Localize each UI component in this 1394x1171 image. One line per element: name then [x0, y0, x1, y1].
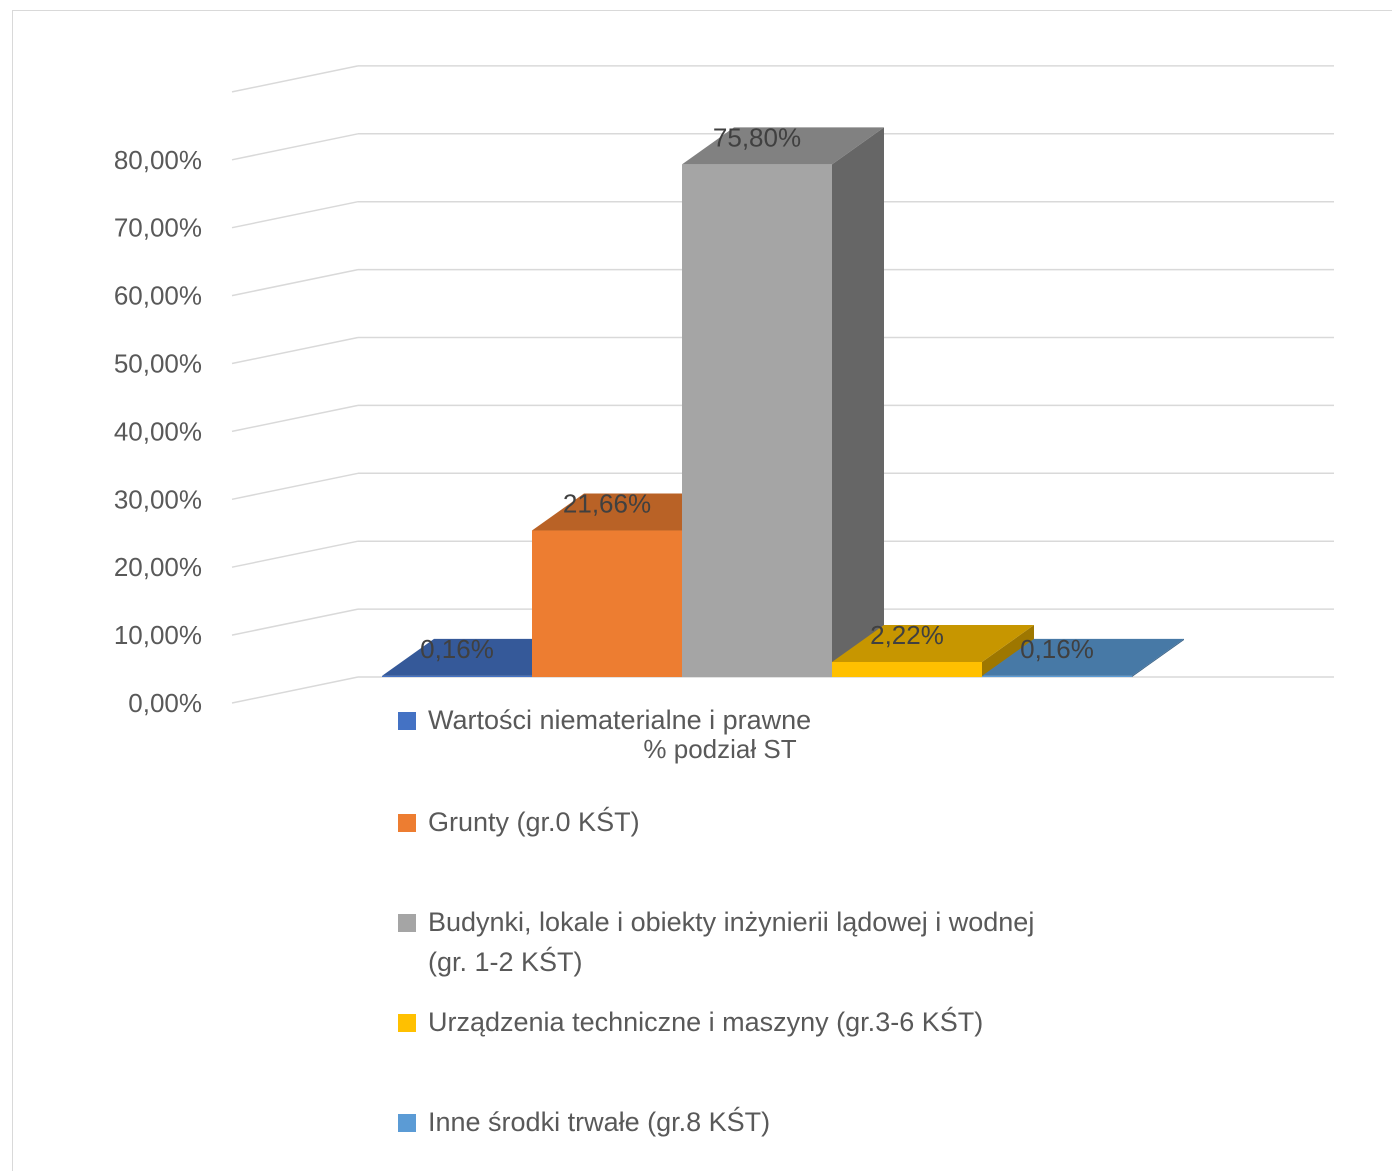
data-label: 0,16%: [420, 634, 494, 664]
bar-5: [982, 638, 1184, 677]
gridline-side: [231, 336, 359, 365]
y-tick-label: 60,00%: [114, 281, 202, 311]
legend-item: Inne środki trwałe (gr.8 KŚT): [398, 1102, 1048, 1142]
gridline-side: [231, 608, 359, 636]
gridline-side: [231, 540, 359, 568]
y-tick-label: 10,00%: [114, 620, 202, 650]
data-labels: 0,16% 21,66% 75,80% 2,22% 0,16%: [420, 122, 1094, 664]
y-tick-label: 70,00%: [114, 213, 202, 243]
y-tick-label: 30,00%: [114, 484, 202, 514]
axis-title: % podział ST: [643, 734, 796, 764]
bar-top: [832, 624, 1034, 662]
gridline-side: [231, 200, 359, 229]
y-tick-label: 0,00%: [128, 688, 202, 718]
y-axis-ticks: 0,00% 10,00% 20,00% 30,00% 40,00% 50,00% 60,00…: [114, 145, 202, 718]
bar-side: [832, 127, 884, 678]
data-label: 0,16%: [1020, 634, 1094, 664]
legend-item: Grunty (gr.0 KŚT): [398, 802, 1048, 842]
bar-side: [982, 624, 1034, 677]
legend-item: Wartości niematerialne i prawne: [398, 700, 1048, 740]
bar-front: [982, 675, 1132, 677]
legend-label: Budynki, lokale i obiekty inżynierii ląd…: [428, 907, 1035, 977]
bar-4: [832, 624, 1034, 677]
legend-swatch: [398, 1014, 416, 1032]
bar-top: [982, 638, 1184, 676]
legend-swatch: [398, 914, 416, 932]
bars: [382, 127, 1184, 678]
gridline-side: [231, 133, 359, 161]
y-tick-label: 40,00%: [114, 416, 202, 446]
bar-side: [1132, 638, 1184, 677]
legend-label: Wartości niematerialne i prawne: [428, 705, 812, 735]
legend-swatch: [398, 814, 416, 832]
legend-swatch: [398, 1114, 416, 1132]
bar-3: [682, 127, 884, 678]
y-tick-label: 50,00%: [114, 349, 202, 379]
legend-label: Grunty (gr.0 KŚT): [428, 807, 640, 837]
legend-item: Urządzenia techniczne i maszyny (gr.3-6 …: [398, 1002, 1048, 1042]
legend-swatch: [398, 712, 416, 730]
gridline-side: [231, 404, 359, 433]
gridline-side: [231, 65, 359, 93]
y-tick-label: 20,00%: [114, 552, 202, 582]
data-label: 21,66%: [563, 489, 651, 519]
chart-frame: [12, 10, 1392, 1171]
legend-label: Inne środki trwałe (gr.8 KŚT): [428, 1107, 771, 1137]
gridline-side: [231, 676, 359, 704]
data-label: 75,80%: [713, 122, 801, 152]
bar-front: [682, 164, 832, 678]
gridline-side: [231, 472, 359, 501]
bar-front: [832, 661, 982, 677]
bar-front: [382, 675, 532, 677]
legend-item: Budynki, lokale i obiekty inżynierii ląd…: [398, 902, 1048, 982]
bar-front: [532, 530, 682, 677]
y-tick-label: 80,00%: [114, 145, 202, 175]
bar-top: [682, 127, 884, 165]
gridline-side: [231, 268, 359, 297]
legend-label: Urządzenia techniczne i maszyny (gr.3-6 …: [428, 1007, 984, 1037]
data-label: 2,22%: [870, 620, 944, 650]
